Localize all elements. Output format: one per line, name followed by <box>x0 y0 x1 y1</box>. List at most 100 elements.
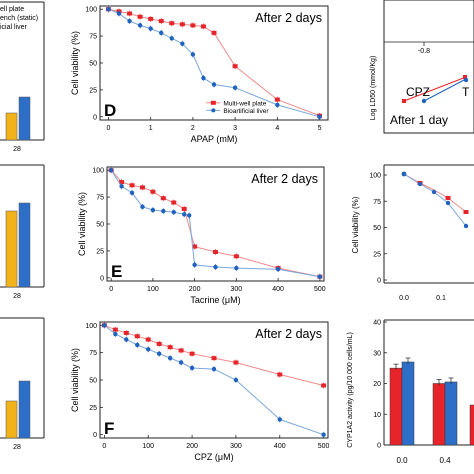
x-tick-label: 200 <box>189 286 201 293</box>
left-bot-xtick: 28 <box>13 444 21 451</box>
right-top-point-blue-t <box>463 77 469 83</box>
bar <box>444 381 458 446</box>
data-point <box>127 11 133 16</box>
x-tick-label: 100 <box>147 286 159 293</box>
right-top-label-cpz: CPZ <box>406 85 430 99</box>
y-tick-label: 75 <box>373 199 381 206</box>
data-point <box>106 7 111 12</box>
right-mid-blue-line <box>403 173 467 227</box>
data-point <box>233 360 239 365</box>
data-point <box>277 417 282 422</box>
panel-title: After 2 days <box>255 11 322 25</box>
y-axis-label: Cell viability (%) <box>70 31 80 95</box>
data-point <box>161 208 166 214</box>
x-tick-label: 5 <box>318 125 322 132</box>
data-point <box>129 183 135 188</box>
x-tick-label: 4 <box>275 125 279 132</box>
data-point <box>127 18 132 24</box>
series-line <box>110 169 320 278</box>
x-tick-label: 3 <box>233 125 237 132</box>
right-top-point-red-t <box>463 75 467 79</box>
data-point <box>213 249 218 254</box>
panel-letter: D <box>104 101 116 120</box>
y-tick-label: 10 <box>373 412 381 419</box>
y-tick-label: 0 <box>93 114 97 121</box>
data-point <box>274 97 280 102</box>
data-point <box>180 41 185 46</box>
data-point <box>134 334 140 339</box>
y-tick-label: 75 <box>89 34 97 41</box>
right-top-ylabel: Log LD50 (mmol/Kg) <box>370 56 377 121</box>
legend-label: Bioartificial liver <box>223 108 269 115</box>
right-top-point-blue-cpz <box>421 98 427 104</box>
right-mid-red-point <box>463 210 469 214</box>
y-tick-label: 25 <box>373 251 381 258</box>
x-tick-label: 300 <box>230 443 242 450</box>
x-tick-label: 200 <box>186 443 198 450</box>
right-top-red-line <box>403 76 467 102</box>
right-bot-bars: 0 10 20 30 40 <box>373 320 474 450</box>
y-tick-label: 50 <box>89 61 97 68</box>
y-tick-label: 0 <box>93 432 97 439</box>
legend-marker <box>210 100 216 105</box>
series-line <box>104 324 324 436</box>
data-point <box>145 337 151 342</box>
right-top-xtick: -0.8 <box>418 48 430 55</box>
right-column: -0.8 Log LD50 (mmol/Kg) CPZ T After 1 da… <box>347 0 474 465</box>
data-point <box>181 206 187 211</box>
data-point <box>129 190 135 196</box>
x-axis-label: APAP (mM) <box>191 134 238 144</box>
data-point <box>150 207 156 213</box>
panel-title: After 2 days <box>251 172 318 186</box>
right-bot-xtick-1: 0.4 <box>439 456 451 465</box>
right-bot-ylabel: CYP1A2 activity (pg/10 000 cells/mL) <box>347 332 354 448</box>
data-point <box>160 196 166 201</box>
data-point <box>171 200 177 205</box>
panel-F: 0 25 50 75 100 0 100 200 300 400 500 CPZ (μM) Cell v… <box>70 321 330 462</box>
data-point <box>119 184 124 189</box>
y-tick-label: 75 <box>96 195 104 202</box>
right-mid-blue-point <box>417 181 423 187</box>
data-point <box>148 26 153 31</box>
data-point <box>190 52 196 57</box>
bar <box>389 367 403 446</box>
data-point <box>116 11 122 16</box>
right-mid-blue-point <box>431 189 437 195</box>
y-tick-label: 75 <box>89 350 97 357</box>
data-point <box>182 212 187 217</box>
y-tick-label: 0 <box>377 278 381 285</box>
legend-marker <box>211 108 216 113</box>
x-tick-label: 500 <box>314 286 326 293</box>
left-mid-xtick: 28 <box>13 293 21 300</box>
data-point <box>119 180 125 185</box>
data-point <box>200 24 206 29</box>
y-tick-label: 100 <box>92 168 104 175</box>
y-tick-label: 50 <box>373 225 381 232</box>
data-point <box>112 327 118 332</box>
x-tick-label: 300 <box>231 286 243 293</box>
data-point <box>321 432 326 437</box>
x-tick-label: 1 <box>149 125 153 132</box>
right-mid-ylabel: Cell viability (%) <box>351 196 360 253</box>
data-point <box>167 345 173 350</box>
data-point <box>190 23 196 28</box>
x-tick-label: 0 <box>109 286 113 293</box>
x-tick-label: 100 <box>142 443 154 450</box>
x-tick-label: 2 <box>191 125 195 132</box>
right-top-frame <box>383 0 474 134</box>
data-point <box>150 189 156 194</box>
left-strip: ell plate ench (static) icial liver 28 2… <box>0 1 45 451</box>
right-mid-xtick-0: 0.0 <box>399 295 409 302</box>
data-point <box>275 102 280 108</box>
y-tick-label: 0 <box>100 275 104 282</box>
y-tick-label: 25 <box>89 405 97 412</box>
y-tick-label: 20 <box>373 381 381 388</box>
right-mid-blue-point <box>401 171 407 177</box>
right-top-blue-line <box>423 78 467 102</box>
x-tick-label: 500 <box>318 443 330 450</box>
right-top-note: After 1 day <box>390 113 448 127</box>
left-bot-bar-blue <box>18 380 31 439</box>
panel-letter: F <box>104 419 114 438</box>
